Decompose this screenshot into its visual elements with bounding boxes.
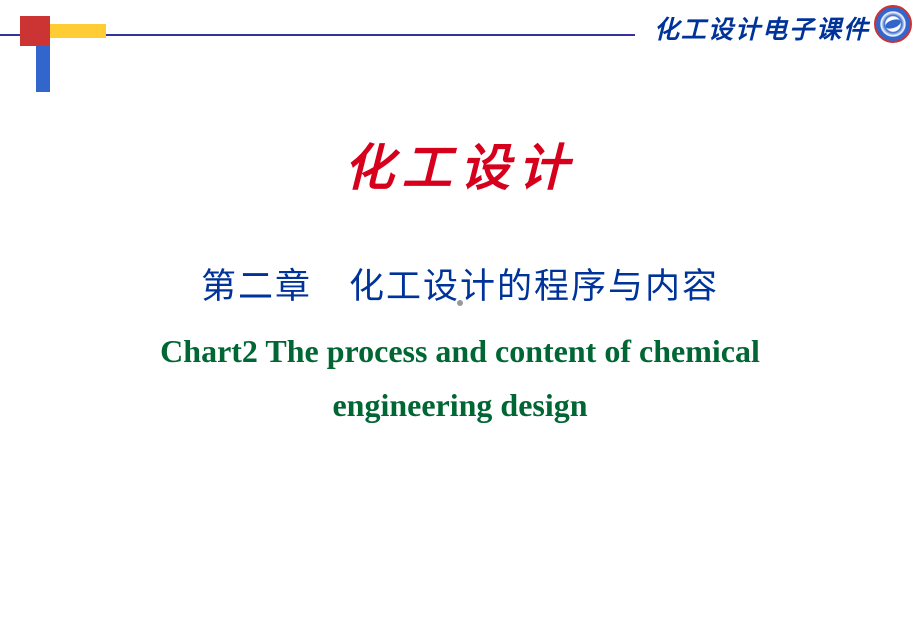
- slide-main-title: 化工设计: [0, 128, 920, 200]
- red-square-icon: [20, 16, 50, 46]
- header-course-label: 化工设计电子课件: [654, 10, 870, 46]
- cursor-dot-icon: [457, 300, 463, 306]
- chapter-title-english: Chart2 The process and content of chemic…: [0, 324, 920, 433]
- yellow-strip-icon: [50, 24, 106, 38]
- blue-strip-icon: [36, 46, 50, 92]
- university-logo-icon: [874, 5, 912, 43]
